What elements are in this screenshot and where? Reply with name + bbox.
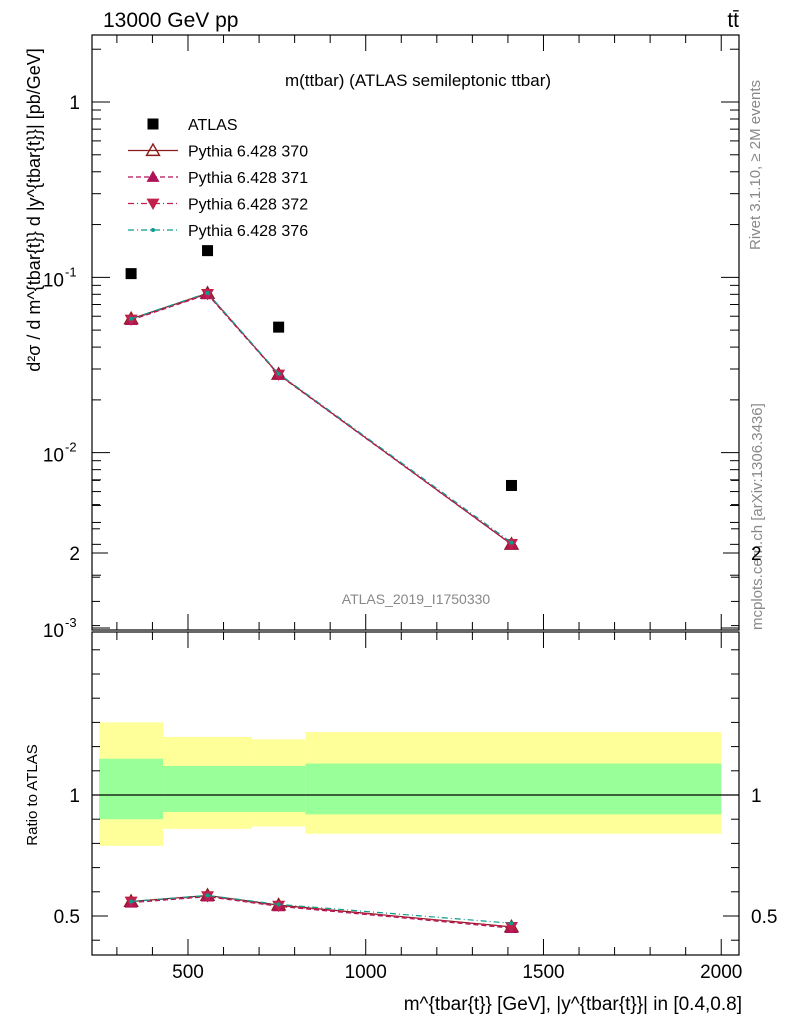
data-point: [276, 902, 281, 907]
data-point: [146, 170, 160, 182]
ratio-y-tick-label: 2: [69, 544, 80, 565]
ratio-y-tick-label-right: 0.5: [751, 907, 777, 928]
data-point: [505, 479, 517, 491]
rivet-label: Rivet 3.1.10, ≥ 2M events: [747, 80, 764, 250]
data-point: [504, 922, 518, 934]
ratio-frame: [91, 631, 740, 956]
ratio-series-line: [131, 894, 512, 924]
y-tick-exponent: -2: [65, 440, 77, 455]
x-tick-label: 500: [172, 962, 204, 983]
legend-label: Pythia 6.428 371: [188, 170, 308, 187]
y-tick-label: 10: [43, 621, 64, 642]
legend-label: ATLAS: [188, 117, 238, 134]
data-point: [125, 268, 137, 280]
collision-label: 13000 GeV pp: [103, 9, 238, 32]
x-tick-label: 2000: [700, 962, 742, 983]
ratio-y-tick-label: 1: [69, 786, 80, 807]
data-point: [205, 290, 210, 295]
data-point: [151, 228, 155, 232]
uncertainty-band-green: [99, 758, 164, 820]
data-point: [129, 899, 134, 904]
watermark: ATLAS_2019_I1750330: [342, 591, 491, 607]
x-axis-label: m^{tbar{t}} [GeV], |y^{tbar{t}}| in [0.4…: [404, 994, 742, 1015]
series-line: [130, 292, 512, 544]
process-label: tt̄: [727, 9, 739, 32]
y-tick-exponent: -3: [65, 615, 77, 630]
data-point: [147, 118, 159, 130]
data-point: [146, 198, 160, 210]
uncertainty-band-green: [305, 763, 722, 815]
ratio-series-line: [131, 896, 512, 929]
series-line: [130, 292, 512, 545]
data-point: [509, 921, 514, 926]
ratio-y-tick-label-right: 2: [751, 544, 762, 565]
legend-label: Pythia 6.428 370: [188, 144, 308, 161]
data-point: [273, 321, 285, 333]
main-title: m(ttbar) (ATLAS semileptonic ttbar): [285, 71, 551, 90]
data-point: [276, 371, 281, 376]
ratio-y-tick-label-right: 1: [751, 786, 762, 807]
data-point: [129, 316, 134, 321]
data-point: [145, 142, 161, 157]
y-tick-label: 10: [43, 446, 64, 467]
y-tick-exponent: -1: [65, 264, 77, 279]
legend: ATLAS Pythia 6.428 370 Pythia 6.428 371 Pyt…: [128, 117, 308, 240]
ratio-y-axis-label: Ratio to ATLAS: [24, 744, 41, 845]
main-frame: [91, 34, 740, 631]
data-point: [504, 538, 518, 551]
legend-label: Pythia 6.428 372: [188, 197, 308, 214]
ratio-series-line: [131, 895, 512, 928]
data-point: [202, 245, 214, 257]
mcplots-label: mcplots.cern.ch [arXiv:1306.3436]: [749, 403, 766, 630]
legend-label: Pythia 6.428 376: [188, 223, 308, 240]
ratio-y-tick-label: 0.5: [54, 907, 80, 928]
data-point: [509, 540, 514, 545]
y-tick-label: 1: [69, 93, 80, 114]
y-tick-label: 10: [43, 270, 64, 291]
x-tick-label: 1500: [522, 962, 564, 983]
series-line: [130, 293, 512, 545]
main-y-axis-label: d²σ / d m^{tbar{t}} d |y^{tbar{t}}| [pb/…: [24, 48, 44, 372]
ratio-panel: 0.5 0.5 1 1 2 2 500 1000 1500 2000 Ratio to ATLAS…: [24, 479, 777, 1015]
uncertainty-band-green: [163, 765, 252, 812]
data-point: [205, 893, 210, 898]
main-panel: 10 -310 -210 -11 m(ttbar) (ATLAS semilepton…: [24, 34, 740, 642]
series-line: [130, 293, 512, 545]
uncertainty-band-green: [251, 765, 306, 812]
x-tick-label: 1000: [345, 962, 387, 983]
